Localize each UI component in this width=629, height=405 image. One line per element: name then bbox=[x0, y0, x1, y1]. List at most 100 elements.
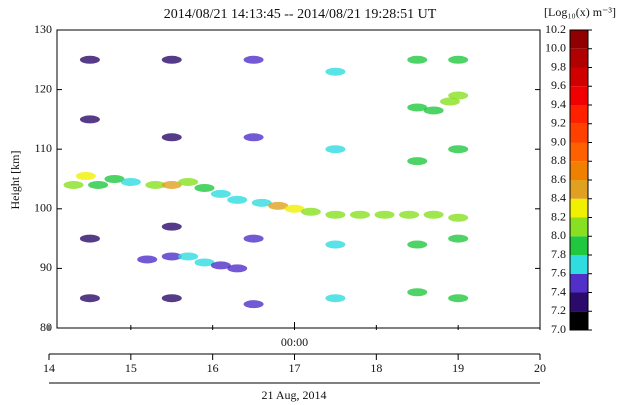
data-cell bbox=[407, 240, 428, 249]
data-cell bbox=[210, 261, 231, 270]
data-cell bbox=[194, 258, 215, 267]
data-cell bbox=[407, 157, 428, 166]
data-cell bbox=[178, 252, 199, 261]
data-cell bbox=[407, 55, 428, 64]
y-tick-label: 120 bbox=[34, 81, 52, 95]
colorbar-tick-label: 10.0 bbox=[545, 41, 566, 55]
y-tick-label: 90 bbox=[40, 260, 52, 274]
data-cell bbox=[423, 106, 444, 115]
data-cell bbox=[161, 294, 182, 303]
data-cell bbox=[161, 252, 182, 261]
x-tick-label: 14 bbox=[43, 361, 55, 375]
data-cell bbox=[88, 180, 109, 189]
y-tick-label: 80 bbox=[40, 320, 52, 334]
data-cell bbox=[268, 201, 289, 210]
colorbar-tick-label: 10.2 bbox=[545, 22, 566, 36]
colorbar-segment bbox=[570, 86, 588, 105]
colorbar-segment bbox=[570, 161, 588, 180]
colorbar-tick-label: 7.2 bbox=[551, 303, 566, 317]
data-cell bbox=[399, 210, 420, 219]
data-cell bbox=[439, 97, 460, 106]
colorbar-segment bbox=[570, 180, 588, 199]
data-cell bbox=[161, 55, 182, 64]
data-cell bbox=[325, 145, 346, 154]
colorbar-segment bbox=[570, 105, 588, 124]
colorbar-tick-label: 9.6 bbox=[551, 78, 566, 92]
colorbar-tick-label: 7.6 bbox=[551, 266, 566, 280]
colorbar-segment bbox=[570, 48, 588, 68]
data-cell bbox=[407, 288, 428, 297]
colorbar-segment bbox=[570, 311, 588, 330]
data-cell bbox=[210, 189, 231, 198]
x-axis-label: 21 Aug, 2014 bbox=[261, 388, 326, 402]
data-cell bbox=[243, 55, 264, 64]
x-tick-label: 15 bbox=[125, 361, 137, 375]
data-cell bbox=[137, 255, 158, 264]
colorbar-tick-label: 8.6 bbox=[551, 172, 566, 186]
colorbar-tick-label: 9.2 bbox=[551, 116, 566, 130]
x-tick-label: 16 bbox=[207, 361, 219, 375]
colorbar-segment bbox=[570, 198, 588, 218]
colorbar-segment bbox=[570, 236, 588, 255]
colorbar-segment bbox=[570, 67, 588, 87]
data-cell bbox=[325, 67, 346, 76]
data-cell bbox=[284, 204, 305, 213]
data-cell bbox=[349, 210, 370, 219]
data-cell bbox=[325, 294, 346, 303]
x-tick-label: 17 bbox=[289, 361, 301, 375]
data-cell bbox=[79, 234, 100, 243]
data-cell bbox=[448, 234, 469, 243]
data-cell bbox=[227, 195, 248, 204]
y-tick-label: 100 bbox=[34, 201, 52, 215]
colorbar-tick-label: 8.2 bbox=[551, 209, 566, 223]
data-cell bbox=[79, 115, 100, 124]
data-cell bbox=[448, 55, 469, 64]
data-cell bbox=[227, 264, 248, 273]
data-cell bbox=[448, 91, 469, 100]
colorbar-segment bbox=[570, 217, 588, 237]
data-cell bbox=[243, 133, 264, 142]
data-cell bbox=[448, 294, 469, 303]
colorbar-segment bbox=[570, 142, 588, 162]
colorbar-tick-label: 9.8 bbox=[551, 59, 566, 73]
data-cell bbox=[79, 294, 100, 303]
data-cell bbox=[325, 240, 346, 249]
data-cell bbox=[178, 177, 199, 186]
data-cell bbox=[374, 210, 395, 219]
colorbar-tick-label: 9.4 bbox=[551, 97, 566, 111]
data-cell bbox=[75, 172, 96, 181]
colorbar-label: [Log₁₀(x) m⁻³] bbox=[544, 5, 616, 19]
data-cell bbox=[243, 300, 264, 309]
y-tick-label: 130 bbox=[34, 22, 52, 36]
colorbar-tick-label: 7.0 bbox=[551, 322, 566, 336]
data-cell bbox=[79, 55, 100, 64]
data-cell bbox=[104, 175, 125, 183]
data-cell bbox=[194, 183, 215, 192]
data-cell bbox=[423, 210, 444, 219]
colorbar-tick-label: 8.8 bbox=[551, 153, 566, 167]
colorbar-tick-label: 8.4 bbox=[551, 191, 566, 205]
colorbar-segment bbox=[570, 123, 588, 143]
colorbar-segment bbox=[570, 30, 588, 49]
data-cell bbox=[145, 180, 166, 189]
y-tick-label: 110 bbox=[34, 141, 52, 155]
data-cell bbox=[243, 234, 264, 243]
data-cell bbox=[448, 213, 469, 222]
plot-x-tick-label: 00:00 bbox=[281, 335, 308, 349]
data-cell bbox=[251, 198, 272, 207]
colorbar-segment bbox=[570, 292, 588, 312]
chart-title: 2014/08/21 14:13:45 -- 2014/08/21 19:28:… bbox=[164, 7, 437, 22]
plot-area bbox=[63, 55, 469, 309]
colorbar-segment bbox=[570, 273, 588, 293]
data-cell bbox=[63, 180, 84, 189]
plot-frame bbox=[56, 29, 541, 329]
colorbar-segment bbox=[570, 255, 588, 274]
data-cell bbox=[161, 133, 182, 142]
data-cell bbox=[161, 222, 182, 231]
x-tick-label: 20 bbox=[534, 361, 546, 375]
data-cell bbox=[407, 103, 428, 112]
data-cell bbox=[300, 207, 321, 216]
data-cell bbox=[448, 145, 469, 154]
colorbar-tick-label: 7.4 bbox=[551, 284, 566, 298]
